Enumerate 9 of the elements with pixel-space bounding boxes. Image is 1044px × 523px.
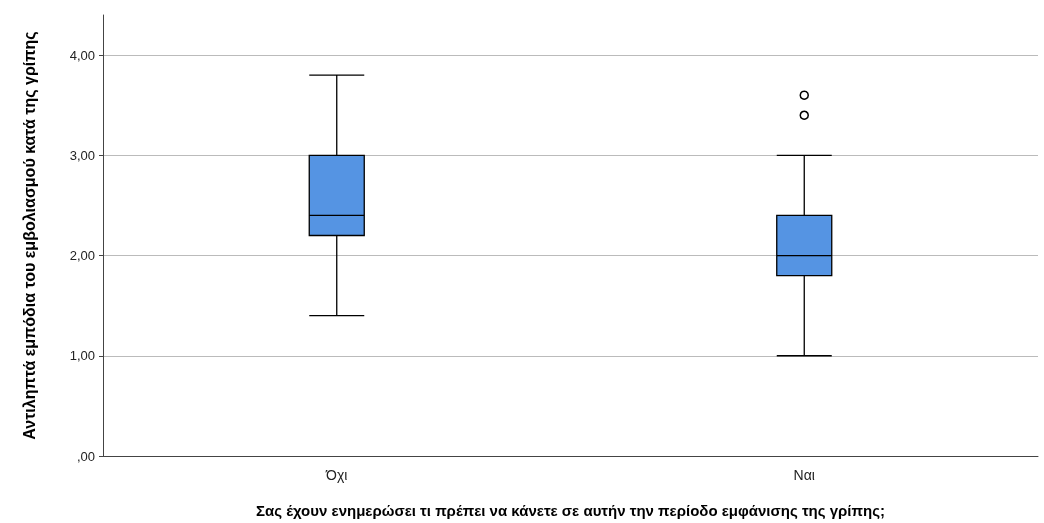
y-tick-label: 4,00	[69, 47, 95, 63]
y-tick-label: 2,00	[69, 248, 95, 264]
y-axis-title: Αντιληπτά εμπόδια του εμβολιασμού κατά της γρίπης	[20, 31, 39, 440]
y-tick-label: 3,00	[69, 147, 95, 163]
y-tick-label: 1,00	[69, 348, 95, 364]
x-tick-label: Όχι	[325, 467, 348, 483]
y-tick-label: ,00	[76, 448, 95, 464]
x-tick-label: Ναι	[793, 467, 815, 483]
x-axis-title: Σας έχουν ενημερώσει τι πρέπει να κάνετε σε αυτήν την περίοδο εμφάνισης της γρίπης;	[256, 502, 885, 519]
